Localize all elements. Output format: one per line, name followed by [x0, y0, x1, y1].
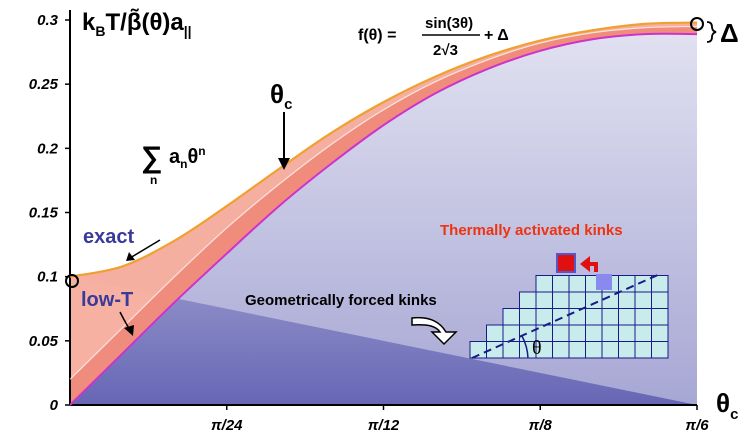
grid-cell [601, 308, 619, 326]
exact-pointer-head [126, 252, 135, 261]
grid-cell [618, 341, 636, 359]
angle-theta: θ [532, 337, 542, 359]
formula-plus-delta: + Δ [484, 27, 509, 44]
grid-cell [535, 291, 553, 309]
svg-text:∑: ∑ [141, 141, 162, 174]
grid-cell [535, 275, 553, 293]
line-low-t [69, 32, 698, 406]
y-tick-label: 0.15 [29, 205, 59, 222]
grid-cell [634, 308, 652, 326]
x-tick-label: π/24 [211, 417, 243, 434]
grid-cell [651, 291, 669, 309]
y-tick-label: 0.05 [29, 333, 59, 350]
grid-cell [601, 324, 619, 342]
thermal-kink-vacancy [596, 274, 612, 290]
end-point-marker [690, 17, 704, 31]
formula-numerator: sin(3θ) [425, 15, 473, 32]
line-exact [69, 21, 698, 278]
y-tick-label: 0 [50, 397, 59, 414]
y-tick-label: 0.1 [37, 269, 58, 286]
grid-cell [519, 308, 537, 326]
y-tick-label: 0.3 [37, 12, 59, 29]
grid-cell [568, 275, 586, 293]
thermal-kink-red [556, 253, 576, 273]
x-axis-label: θc [716, 388, 738, 423]
grid-cell [651, 275, 669, 293]
thermal-kinks-label: Thermally activated kinks [440, 222, 623, 239]
formula-lhs: f(θ) = [358, 27, 396, 44]
kink-grid [469, 275, 669, 359]
grid-cell [634, 341, 652, 359]
grid-cell [502, 324, 520, 342]
angle-arc [521, 335, 529, 359]
delta-brace [706, 21, 717, 43]
delta-label: Δ [720, 18, 739, 48]
geometric-pointer-arrow [411, 316, 458, 346]
grid-cell [552, 308, 570, 326]
x-tick-label: π/8 [529, 417, 553, 434]
kink-hop-arrow [580, 256, 598, 272]
start-point-marker [65, 274, 79, 288]
grid-cell [618, 291, 636, 309]
theta-c-label: θc [270, 79, 292, 113]
grid-cell [552, 341, 570, 359]
svg-text:n: n [150, 173, 157, 187]
grid-cell [651, 308, 669, 326]
grid-cell [618, 324, 636, 342]
grid-cell [502, 308, 520, 326]
series-layer [69, 21, 698, 406]
grid-cell [651, 324, 669, 342]
geometric-kinks-label: Geometrically forced kinks [245, 292, 437, 309]
formula-denominator: 2√3 [433, 42, 458, 59]
exact-label: exact [83, 226, 134, 248]
kink-diagram: Thermally activated kinks Geometrically … [245, 222, 669, 359]
formula: f(θ) = sin(3θ) 2√3 + Δ [358, 15, 509, 59]
sum-label: ∑ n anθn [141, 141, 206, 187]
svg-text:anθn: anθn [169, 144, 206, 171]
grid-cell [585, 324, 603, 342]
grid-cell [585, 341, 603, 359]
grid-cell [618, 308, 636, 326]
grid-cell [634, 291, 652, 309]
grid-cell [486, 324, 504, 342]
low-t-label: low-T [81, 289, 133, 311]
tick-layer: 0 0.05 0.1 0.15 0.2 0.25 0.3 π/24 π/12 π/8 π/6 [29, 12, 709, 434]
grid-cell [552, 291, 570, 309]
grid-cell [519, 291, 537, 309]
grid-cell [552, 275, 570, 293]
grid-cell [634, 275, 652, 293]
slope-line [471, 273, 661, 359]
grid-cell [568, 324, 586, 342]
x-tick-label: π/12 [368, 417, 400, 434]
grid-cell [601, 341, 619, 359]
line-sum [69, 25, 698, 380]
grid-cell [568, 341, 586, 359]
theta-c-arrowhead [278, 158, 290, 170]
grid-cell [634, 324, 652, 342]
x-tick-label: π/6 [685, 417, 709, 434]
y-tick-label: 0.2 [37, 140, 59, 157]
grid-cell [585, 308, 603, 326]
grid-cell [568, 308, 586, 326]
low-t-pointer-head [124, 325, 134, 336]
grid-cell [568, 291, 586, 309]
grid-cell [502, 341, 520, 359]
grid-cell [552, 324, 570, 342]
y-tick-label: 0.25 [29, 76, 59, 93]
grid-cell [651, 341, 669, 359]
y-axis-label: kBT/β̃(θ)a|| [82, 8, 192, 39]
grid-cell [585, 291, 603, 309]
